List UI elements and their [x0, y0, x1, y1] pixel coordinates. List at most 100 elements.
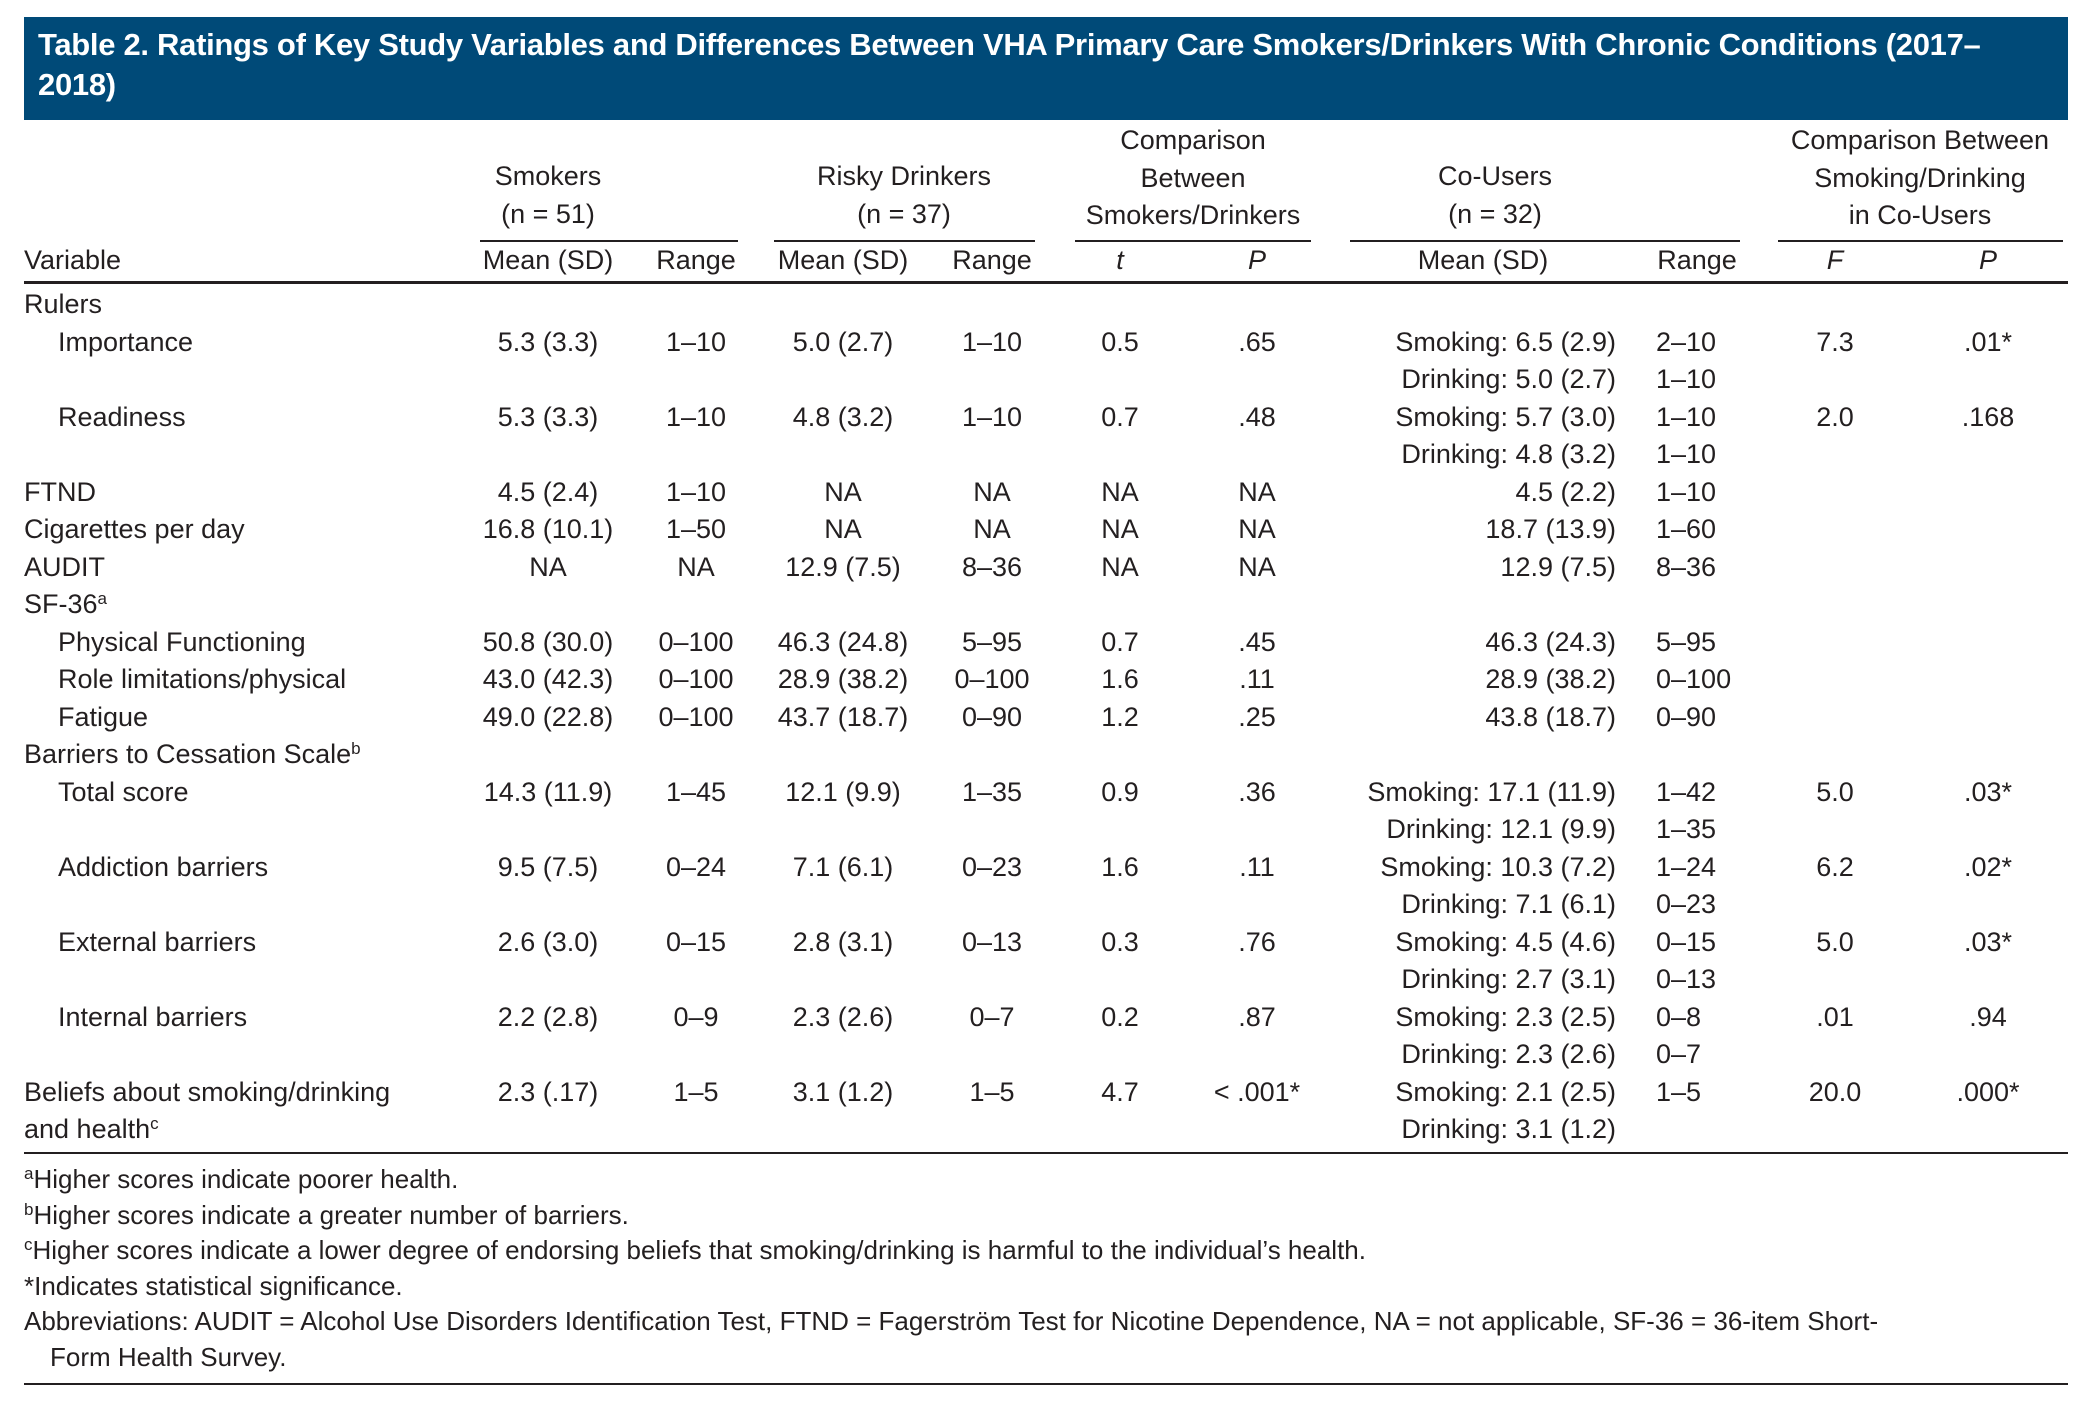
cell-sm-mean: 50.8 (30.0) — [482, 626, 614, 657]
col-smokers-range: Range — [656, 245, 736, 275]
cell-p: .11 — [1239, 851, 1275, 882]
cell-sm-range: 0–100 — [658, 701, 734, 732]
cell-rd-range: 0–7 — [969, 1001, 1015, 1032]
cell-p: NA — [1238, 476, 1276, 507]
table-row: Total score 14.3 (11.9) 1–45 12.1 (9.9) 1–35… — [0, 774, 2085, 849]
cell-co-mean: Smoking: 17.1 (11.9) Drinking: 12.1 (9.9) — [1367, 776, 1616, 845]
cell-rd-mean: 12.9 (7.5) — [785, 551, 901, 582]
cell-sm-range: NA — [677, 551, 715, 582]
header-smokers-n: (n = 51) — [501, 198, 595, 229]
cell-t: 0.7 — [1101, 401, 1139, 432]
col-co-range: Range — [1657, 245, 1737, 275]
cell-co-range: 5–95 — [1656, 626, 1717, 657]
cell-co-range: 2–10 1–10 — [1656, 326, 1717, 395]
cell-t: NA — [1101, 514, 1139, 544]
header-comp-line2: Between — [1140, 162, 1246, 193]
header-risky-drinkers: Risky Drinkers (n = 37) — [804, 158, 1004, 233]
col-t: t — [1116, 245, 1124, 275]
table-row: FTND 4.5 (2.4) 1–10 NA NA NA NA 4.5 (2.2) 1–10 — [0, 474, 2085, 512]
table-row: SF-36a — [0, 586, 2085, 624]
comparison-underline — [1075, 240, 1311, 242]
cell-f: 2.0 — [1816, 401, 1854, 432]
footnote-marker: b — [351, 739, 361, 758]
cell-co-range: 8–36 — [1656, 551, 1717, 582]
cell-sm-range: 1–10 — [665, 476, 727, 507]
cell-co-mean: Smoking: 2.1 (2.5) Drinking: 3.1 (1.2) — [1395, 1076, 1616, 1145]
cell-p: .48 — [1238, 401, 1276, 432]
comparison-co-underline — [1778, 240, 2063, 242]
cell-co-mean: Smoking: 6.5 (2.9) Drinking: 5.0 (2.7) — [1395, 326, 1616, 395]
cell-t: 0.2 — [1101, 1001, 1139, 1032]
col-f: F — [1826, 245, 1844, 275]
header-comparison-smokers-drinkers: Comparison Between Smokers/Drinkers — [1073, 122, 1313, 235]
cell-variable: Physical Functioning — [58, 626, 306, 657]
footnote: aHigher scores indicate poorer health. — [24, 1164, 459, 1194]
col-smokers-mean: Mean (SD) — [482, 245, 614, 275]
cell-p: .02* — [1963, 851, 2013, 882]
table-row: External barriers 2.6 (3.0) 0–15 2.8 (3.1) 0… — [0, 924, 2085, 999]
cell-rd-range: NA — [973, 514, 1011, 544]
cell-rd-mean: 12.1 (9.9) — [785, 776, 901, 807]
cell-p: NA — [1238, 514, 1276, 544]
cell-co-mean: 12.9 (7.5) — [1500, 551, 1616, 582]
footnote: *Indicates statistical significance. — [24, 1270, 403, 1301]
cell-rd-mean: NA — [824, 514, 862, 544]
cell-co-mean: 4.5 (2.2) — [1515, 476, 1616, 507]
cell-p: .94 — [1969, 1001, 2007, 1032]
header-co-users-n: (n = 32) — [1448, 198, 1542, 229]
cell-sm-mean: NA — [529, 551, 567, 582]
cell-f: 5.0 — [1816, 926, 1854, 957]
footnotes: aHigher scores indicate poorer health. bH… — [24, 1162, 2064, 1375]
cell-p: .168 — [1961, 401, 2015, 432]
header-smokers-label: Smokers — [494, 161, 602, 191]
smokers-underline — [480, 240, 738, 242]
footnote: bHigher scores indicate a greater number… — [24, 1199, 629, 1230]
cell-co-range: 1–42 1–35 — [1656, 776, 1717, 845]
cell-sm-range: 1–5 — [673, 1076, 719, 1107]
cell-sm-range: 1–45 — [665, 776, 727, 807]
cell-rd-range: NA — [973, 476, 1011, 507]
cell-p: .36 — [1238, 776, 1276, 807]
cell-co-mean: 43.8 (18.7) — [1485, 701, 1616, 732]
cell-variable: Total score — [58, 776, 189, 807]
cell-co-mean: Smoking: 5.7 (3.0) Drinking: 4.8 (3.2) — [1395, 401, 1616, 470]
cell-rd-range: 0–90 — [961, 701, 1023, 732]
cell-t: 1.6 — [1101, 851, 1139, 882]
col-p: P — [1247, 245, 1266, 275]
cell-variable: Addiction barriers — [58, 851, 269, 882]
cell-p: < .001* — [1213, 1076, 1301, 1107]
cell-rd-mean: 43.7 (18.7) — [777, 701, 909, 732]
cell-sm-mean: 5.3 (3.3) — [497, 401, 599, 432]
cell-f: 20.0 — [1808, 1076, 1862, 1107]
cell-sm-range: 1–10 — [665, 326, 727, 357]
cell-co-range: 1–10 1–10 — [1656, 401, 1717, 470]
cell-rd-range: 0–13 — [961, 926, 1023, 957]
cell-sm-range: 0–15 — [665, 926, 727, 957]
cell-p: .000* — [1956, 1076, 2020, 1107]
table-row: Readiness 5.3 (3.3) 1–10 4.8 (3.2) 1–10 0.7 .4… — [0, 399, 2085, 474]
footnote-bottom-rule — [24, 1383, 2068, 1385]
footnote-marker: c — [150, 1114, 159, 1133]
cell-t: NA — [1101, 551, 1139, 582]
cell-variable: External barriers — [58, 926, 257, 957]
col-co-mean: Mean (SD) — [1417, 245, 1549, 275]
cell-rd-range: 1–10 — [961, 401, 1023, 432]
cell-co-range: 0–15 0–13 — [1656, 926, 1717, 995]
cell-t: 4.7 — [1101, 1076, 1139, 1107]
header-risky-label: Risky Drinkers — [816, 161, 991, 191]
cell-t: 1.6 — [1101, 664, 1139, 694]
cell-p: .76 — [1238, 926, 1276, 957]
cell-sm-mean: 9.5 (7.5) — [497, 851, 599, 882]
table-row: AUDIT NA NA 12.9 (7.5) 8–36 NA NA 12.9 (7.5) 8–3… — [0, 549, 2085, 587]
cell-rd-range: 1–10 — [961, 326, 1023, 357]
cell-sm-range: 0–9 — [673, 1001, 719, 1032]
cell-sm-mean: 43.0 (42.3) — [482, 664, 614, 694]
cell-co-range: 1–24 0–23 — [1656, 851, 1717, 920]
cell-variable: Barriers to Cessation Scaleb — [24, 739, 361, 769]
cell-rd-range: 1–5 — [969, 1076, 1015, 1107]
cell-variable: Rulers — [24, 289, 103, 319]
cell-p: .03* — [1963, 926, 2013, 957]
footnote: Form Health Survey. — [50, 1341, 287, 1372]
cell-t: 0.3 — [1101, 926, 1139, 957]
table-title: Table 2. Ratings of Key Study Variables … — [24, 17, 2068, 120]
